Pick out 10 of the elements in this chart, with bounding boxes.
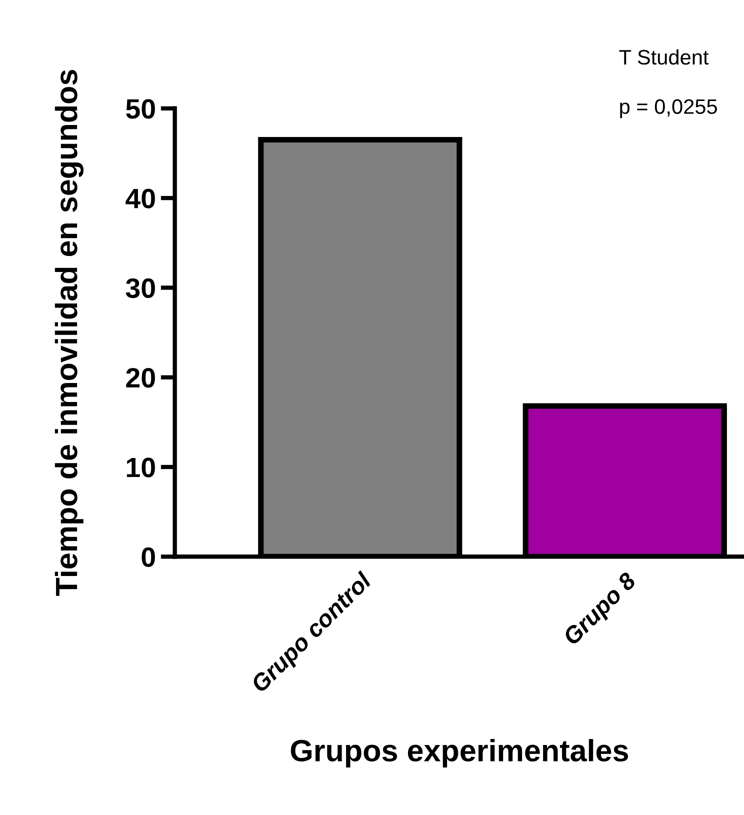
y-tick-label: 20	[126, 368, 155, 388]
y-tick-label: 0	[142, 547, 155, 567]
y-tick-label: 40	[126, 188, 155, 208]
y-axis-title: Tiempo de inmovilidad en segundos	[54, 70, 84, 596]
y-tick-label: 10	[126, 458, 155, 478]
text: T Student	[619, 49, 709, 65]
x-axis-title: Grupos experimentales	[290, 739, 628, 768]
annotation: p = 0,0255	[620, 99, 717, 118]
y-tick-label: 50	[126, 99, 155, 119]
y-tick-label: 30	[126, 278, 155, 298]
